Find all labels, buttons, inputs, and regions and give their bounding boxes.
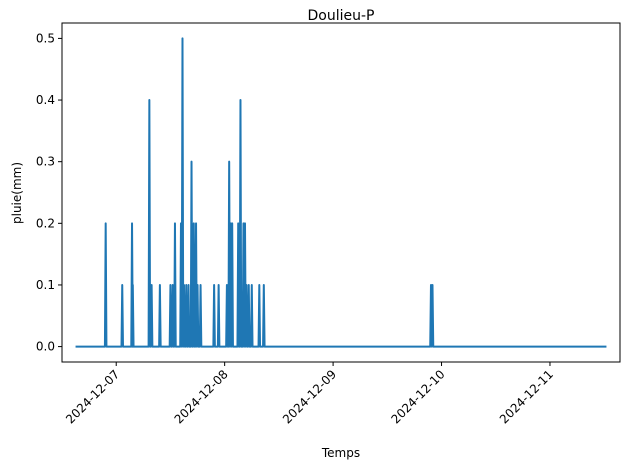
x-tick-label: 2024-12-11 (497, 367, 556, 426)
rainfall-series-line (76, 38, 607, 346)
x-tick-label: 2024-12-08 (172, 367, 231, 426)
y-tick-label: 0.1 (36, 278, 55, 292)
y-tick-label: 0.4 (36, 93, 55, 107)
y-tick-label: 0.2 (36, 216, 55, 230)
x-tick-label: 2024-12-09 (280, 367, 339, 426)
x-axis: 2024-12-07 2024-12-08 2024-12-09 2024-12-10… (63, 362, 556, 426)
y-tick-label: 0.3 (36, 155, 55, 169)
y-axis-label: pluie(mm) (10, 162, 24, 224)
x-tick-label: 2024-12-10 (388, 367, 447, 426)
x-axis-label: Temps (321, 446, 360, 460)
chart-title: Doulieu-P (308, 8, 375, 24)
y-tick-label: 0.5 (36, 31, 55, 45)
y-tick-label: 0.0 (36, 340, 55, 354)
plot-area (76, 38, 607, 346)
axes-frame (62, 23, 620, 362)
y-axis: 0.0 0.1 0.2 0.3 0.4 0.5 (36, 31, 62, 353)
x-tick-label: 2024-12-07 (63, 367, 122, 426)
